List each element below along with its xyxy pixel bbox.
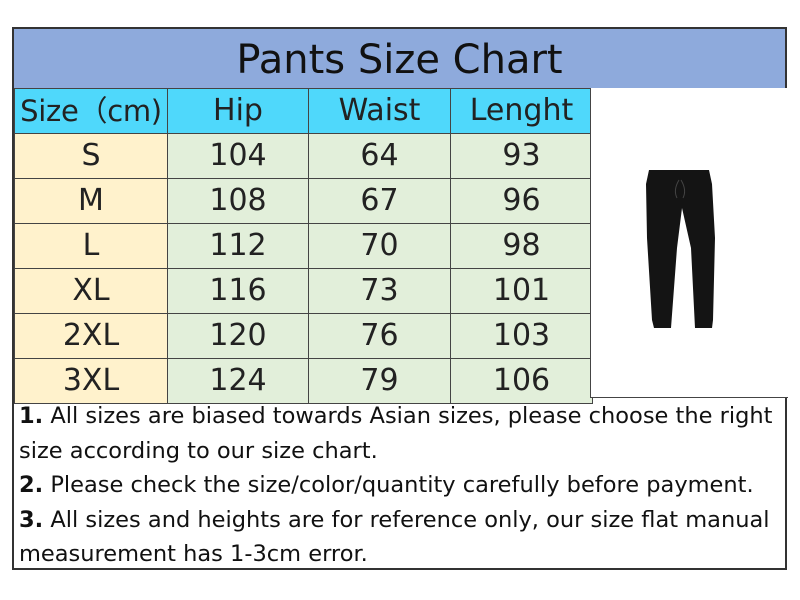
size-cell: L (14, 223, 168, 269)
waist-cell: 79 (308, 358, 451, 404)
waist-cell: 70 (308, 223, 451, 269)
size-cell: S (14, 133, 168, 179)
length-cell: 96 (450, 178, 593, 224)
table-row: S 104 64 93 (14, 133, 593, 179)
length-cell: 98 (450, 223, 593, 269)
table-row: 3XL 124 79 106 (14, 358, 593, 404)
waist-cell: 73 (308, 268, 451, 314)
header-length: Lenght (450, 88, 593, 134)
table-row: M 108 67 96 (14, 178, 593, 224)
hip-cell: 104 (167, 133, 309, 179)
hip-cell: 116 (167, 268, 309, 314)
size-chart: Pants Size Chart Size（cm) Hip Waist Leng… (12, 27, 788, 572)
size-cell: XL (14, 268, 168, 314)
chart-title: Pants Size Chart (14, 29, 785, 89)
waist-cell: 76 (308, 313, 451, 359)
waist-cell: 64 (308, 133, 451, 179)
length-cell: 93 (450, 133, 593, 179)
hip-cell: 120 (167, 313, 309, 359)
table-row: XL 116 73 101 (14, 268, 593, 314)
note-1: 1. All sizes are biased towards Asian si… (19, 403, 773, 464)
length-cell: 103 (450, 313, 593, 359)
size-cell: M (14, 178, 168, 224)
note-2: 2. Please check the size/color/quantity … (19, 472, 754, 499)
header-row: Size（cm) Hip Waist Lenght (14, 88, 593, 134)
header-waist: Waist (308, 88, 451, 134)
length-cell: 106 (450, 358, 593, 404)
hip-cell: 124 (167, 358, 309, 404)
header-size: Size（cm) (14, 88, 168, 134)
table-row: 2XL 120 76 103 (14, 313, 593, 359)
hip-cell: 112 (167, 223, 309, 269)
size-table: Size（cm) Hip Waist Lenght S 104 64 93 M 108 67… (14, 88, 593, 404)
header-hip: Hip (167, 88, 309, 134)
table-row: L 112 70 98 (14, 223, 593, 269)
pants-image (590, 88, 788, 398)
hip-cell: 108 (167, 178, 309, 224)
note-3: 3. All sizes and heights are for referen… (19, 506, 770, 568)
notes: 1. All sizes are biased towards Asian si… (19, 399, 779, 572)
pants-icon (646, 170, 715, 328)
waist-cell: 67 (308, 178, 451, 224)
length-cell: 101 (450, 268, 593, 314)
size-cell: 2XL (14, 313, 168, 359)
size-cell: 3XL (14, 358, 168, 404)
